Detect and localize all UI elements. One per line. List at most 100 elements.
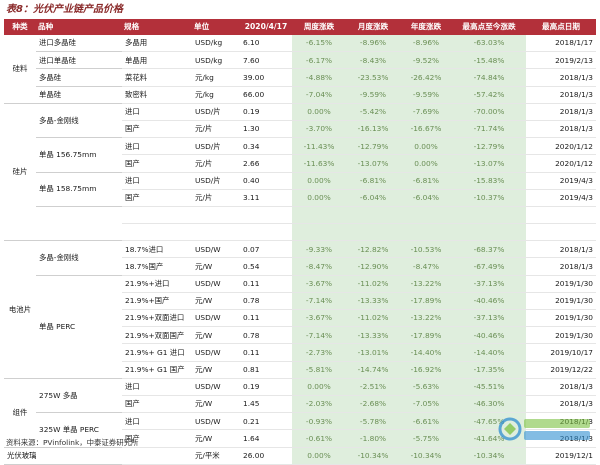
- spec-cell: 进口: [122, 172, 192, 190]
- variety-cell: 325W 单晶 PERC: [36, 412, 122, 448]
- table-row: 国产元/W1.64-0.61%-1.80%-5.75%-41.64%2018/1…: [4, 429, 596, 448]
- date-cell: 2018/1/3: [526, 103, 596, 121]
- month-cell: -5.42%: [346, 103, 400, 121]
- week-cell: [292, 223, 346, 242]
- unit-cell: USD/kg: [192, 51, 240, 70]
- unit-cell: USD/W: [192, 412, 240, 431]
- week-cell: -6.17%: [292, 51, 346, 70]
- peak-cell: -46.30%: [452, 395, 526, 414]
- peak-cell: -37.13%: [452, 275, 526, 293]
- price-cell: 0.54: [240, 257, 292, 276]
- variety-cell: 275W 多晶: [36, 378, 122, 414]
- week-cell: -7.14%: [292, 326, 346, 345]
- week-cell: 0.00%: [292, 189, 346, 207]
- spec-cell: 国产: [122, 395, 192, 414]
- year-cell: 0.00%: [400, 154, 452, 173]
- header-cell: 规格: [122, 19, 192, 35]
- week-cell: 0.00%: [292, 172, 346, 190]
- price-cell: 1.30: [240, 120, 292, 139]
- year-cell: -14.40%: [400, 343, 452, 362]
- month-cell: -9.59%: [346, 86, 400, 104]
- header-cell: 单位: [192, 19, 240, 35]
- date-cell: 2018/1/3: [526, 395, 596, 414]
- peak-cell: -14.40%: [452, 343, 526, 362]
- date-cell: 2020/1/12: [526, 154, 596, 173]
- price-cell: 66.00: [240, 86, 292, 104]
- variety-cell: 多晶-金刚线: [36, 103, 122, 139]
- date-cell: 2019/12/1: [526, 447, 596, 465]
- unit-cell: 元/W: [192, 292, 240, 311]
- table-row: 国产 元/W 1.45 -2.03% -2.68% -7.05% -46.30% 2018/1…: [4, 395, 596, 414]
- peak-cell: -12.79%: [452, 137, 526, 156]
- week-cell: -11.63%: [292, 154, 346, 173]
- header-cell: 年度涨跌: [400, 19, 452, 35]
- price-cell: [240, 206, 292, 225]
- price-cell: 1.45: [240, 395, 292, 414]
- year-cell: -6.61%: [400, 412, 452, 431]
- month-cell: -13.33%: [346, 326, 400, 345]
- week-cell: 0.00%: [292, 447, 346, 465]
- month-cell: -13.01%: [346, 343, 400, 362]
- year-cell: -6.04%: [400, 189, 452, 207]
- unit-cell: 元/片: [192, 189, 240, 207]
- table-row: 单晶 PERC 21.9%+进口 USD/W 0.11 -3.67% -11.02% -13…: [4, 275, 596, 379]
- header-row: 种类 品种 规格 单位 2020/4/17 周度涨跌 月度涨跌 年度涨跌 最高点…: [4, 19, 596, 35]
- year-cell: -7.05%: [400, 395, 452, 414]
- peak-cell: -37.13%: [452, 309, 526, 328]
- date-cell: 2018/1/3: [526, 68, 596, 87]
- spec-cell: 菜花料: [122, 68, 192, 87]
- spec-cell: 国产: [122, 120, 192, 139]
- month-cell: -11.02%: [346, 309, 400, 328]
- year-cell: -9.52%: [400, 51, 452, 70]
- variety-cell: 单晶 158.75mm: [36, 172, 122, 207]
- peak-cell: -63.03%: [452, 35, 526, 53]
- year-cell: -8.47%: [400, 257, 452, 276]
- week-cell: -4.88%: [292, 68, 346, 87]
- peak-cell: -13.07%: [452, 154, 526, 173]
- week-cell: -7.04%: [292, 86, 346, 104]
- price-cell: [240, 223, 292, 242]
- price-cell: 2.66: [240, 154, 292, 173]
- month-cell: -8.96%: [346, 35, 400, 53]
- variety-cell: 单晶 156.75mm: [36, 137, 122, 173]
- month-cell: -23.53%: [346, 68, 400, 87]
- year-cell: -9.59%: [400, 86, 452, 104]
- peak-cell: -67.49%: [452, 257, 526, 276]
- year-cell: -16.92%: [400, 361, 452, 379]
- peak-cell: [452, 206, 526, 225]
- category-cell: 硅料: [4, 35, 36, 104]
- year-cell: -13.22%: [400, 309, 452, 328]
- header-cell: 月度涨跌: [346, 19, 400, 35]
- header-cell: 周度涨跌: [292, 19, 346, 35]
- spec-cell: 21.9%+双面进口: [122, 309, 192, 328]
- unit-cell: 元/W: [192, 361, 240, 379]
- week-cell: -3.70%: [292, 120, 346, 139]
- year-cell: -17.89%: [400, 292, 452, 311]
- month-cell: -1.80%: [346, 429, 400, 448]
- price-cell: 1.64: [240, 429, 292, 448]
- variety-cell: 进口多晶硅: [36, 35, 122, 53]
- year-cell: -17.89%: [400, 326, 452, 345]
- month-cell: -13.33%: [346, 292, 400, 311]
- unit-cell: USD/W: [192, 240, 240, 259]
- table-row: 21.9%+ G1 进口 USD/W 0.11 -2.73% -13.01% -14.40…: [4, 343, 596, 362]
- watermark-logo: [498, 417, 590, 441]
- price-cell: 0.78: [240, 292, 292, 311]
- week-cell: -6.15%: [292, 35, 346, 53]
- price-cell: 0.81: [240, 361, 292, 379]
- spec-cell: 进口: [122, 412, 192, 431]
- week-cell: -8.47%: [292, 257, 346, 276]
- table-row: 国产 元/片 2.66 -11.63% -13.07% 0.00% -13.07% 2020/…: [4, 154, 596, 173]
- date-cell: 2018/1/3: [526, 86, 596, 104]
- unit-cell: [192, 206, 240, 225]
- spec-cell: 进口: [122, 378, 192, 396]
- date-cell: 2018/1/3: [526, 240, 596, 259]
- category-cell: 硅片: [4, 103, 36, 242]
- header-cell: 最高点日期: [526, 19, 596, 35]
- year-cell: -5.75%: [400, 429, 452, 448]
- table-row: 国产 元/片 1.30 -3.70% -16.13% -16.67% -71.74% 2018…: [4, 120, 596, 139]
- peak-cell: -71.74%: [452, 120, 526, 139]
- price-cell: 0.11: [240, 309, 292, 328]
- unit-cell: USD/W: [192, 309, 240, 328]
- year-cell: -7.69%: [400, 103, 452, 121]
